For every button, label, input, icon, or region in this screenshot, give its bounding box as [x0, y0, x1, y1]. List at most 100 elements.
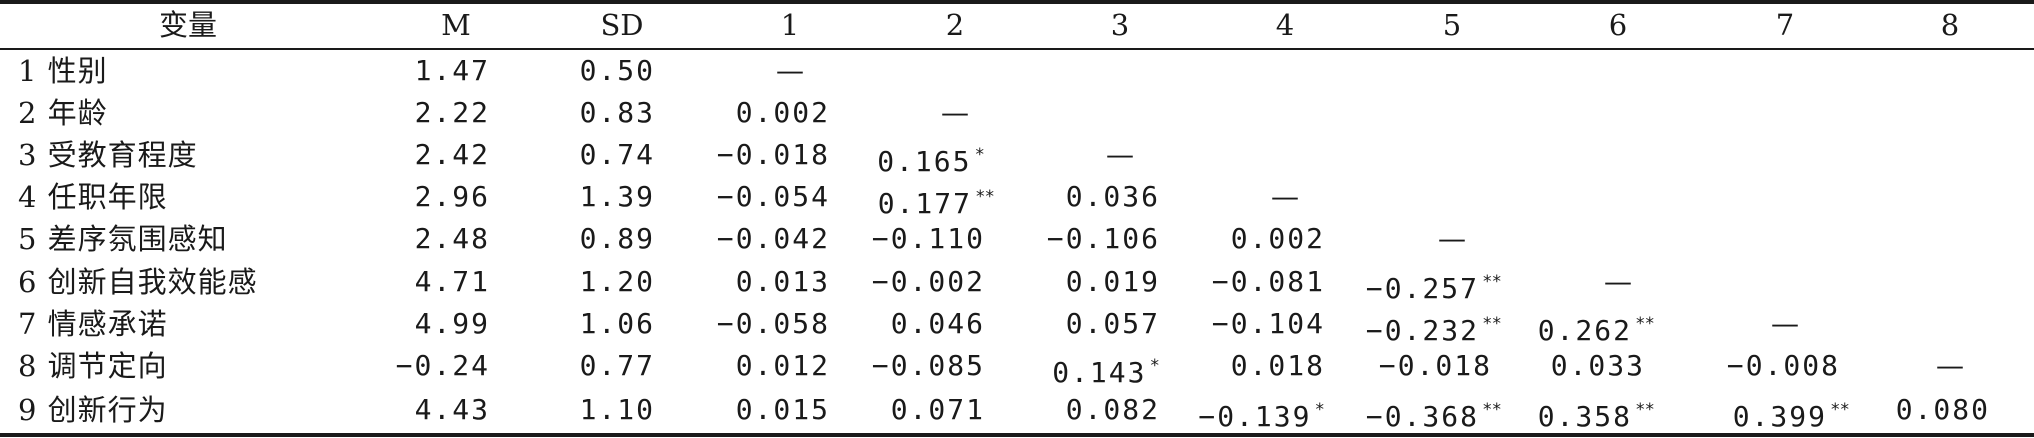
mean-cell: 4.43: [414, 393, 490, 426]
table-header-rule: [0, 48, 2034, 50]
correlation-value: 0.165: [877, 145, 972, 178]
table-row: 6 创新自我效能感 4.71 1.20 0.013 −0.002 0.019 −0.081 −…: [0, 261, 2034, 305]
row-label: 1 性别: [18, 54, 108, 88]
correlation-cell: 0.015: [736, 389, 830, 431]
correlation-cell: 0.036: [1066, 176, 1160, 218]
correlation-value: 0.057: [1065, 307, 1160, 340]
significance-marker: **: [1483, 314, 1502, 334]
correlation-value: −0.257: [1365, 272, 1479, 305]
row-label: 3 受教育程度: [18, 138, 198, 172]
correlation-cell: −0.085: [872, 345, 985, 387]
column-header: 4: [1275, 8, 1295, 42]
header-row: 变量 M SD 1 2 3 4 5 6 7 8: [0, 2, 2034, 44]
sd-cell: 1.10: [579, 393, 655, 426]
table-row: 1 性别 1.47 0.50 —: [0, 50, 2034, 92]
correlation-cell: −0.018: [717, 134, 830, 176]
correlation-cell: 0.165 *: [877, 134, 985, 178]
correlation-value: −0.081: [1211, 265, 1325, 298]
sd-cell: 0.74: [579, 138, 655, 171]
correlation-cell: 0.071: [891, 389, 985, 431]
column-header: SD: [600, 8, 644, 42]
table-row: 9 创新行为 4.43 1.10 0.015 0.071 0.082 −0.139 * −0.3…: [0, 389, 2034, 433]
diagonal-dash: —: [1936, 349, 1964, 382]
correlation-value: 0.046: [890, 307, 985, 340]
correlation-cell: −0.008: [1727, 345, 1840, 387]
table-row: 5 差序氛围感知 2.48 0.89 −0.042 −0.110 −0.106 0.002 —: [0, 218, 2034, 260]
row-label: 4 任职年限: [18, 180, 168, 214]
correlation-value: 0.082: [1065, 393, 1160, 426]
correlation-value: 0.262: [1537, 314, 1632, 347]
row-label: 8 调节定向: [18, 349, 168, 383]
correlation-cell: −0.106: [1047, 218, 1160, 260]
correlation-cell: −0.232 **: [1366, 303, 1502, 347]
correlation-cell: 0.002: [1231, 218, 1325, 260]
column-header: 1: [780, 8, 800, 42]
column-header: 5: [1442, 8, 1462, 42]
correlation-value: −0.368: [1365, 400, 1479, 433]
correlation-value: −0.008: [1726, 349, 1840, 382]
column-header: 3: [1110, 8, 1130, 42]
row-label: 6 创新自我效能感: [18, 265, 258, 299]
correlation-value: 0.012: [735, 349, 830, 382]
correlation-value: −0.002: [871, 265, 985, 298]
correlation-cell: 0.018: [1231, 345, 1325, 387]
row-label: 7 情感承诺: [18, 307, 168, 341]
table-row: 2 年龄 2.22 0.83 0.002 —: [0, 92, 2034, 134]
sd-cell: 1.20: [579, 265, 655, 298]
correlation-cell: 0.002: [736, 92, 830, 134]
sd-cell: 1.39: [579, 180, 655, 213]
correlation-value: 0.358: [1537, 400, 1632, 433]
significance-marker: **: [1636, 400, 1655, 420]
sd-cell: 0.50: [579, 54, 655, 87]
correlation-cell: 0.358 **: [1537, 389, 1655, 433]
correlation-value: 0.071: [890, 393, 985, 426]
correlation-cell: −0.018: [1379, 345, 1492, 387]
mean-cell: 2.42: [414, 138, 490, 171]
correlation-value: −0.018: [716, 138, 830, 171]
mean-cell: 4.71: [414, 265, 490, 298]
correlation-cell: 0.057: [1066, 303, 1160, 345]
mean-cell: 2.48: [414, 222, 490, 255]
correlation-value: −0.106: [1046, 222, 1160, 255]
column-header: 7: [1775, 8, 1795, 42]
diagonal-dash: —: [1106, 138, 1134, 171]
correlation-value: 0.018: [1230, 349, 1325, 382]
correlation-cell: −0.002: [872, 261, 985, 303]
correlation-value: −0.110: [871, 222, 985, 255]
correlation-value: 0.143: [1052, 356, 1147, 389]
correlation-value: 0.002: [735, 96, 830, 129]
correlation-cell: 0.012: [736, 345, 830, 387]
correlation-value: 0.002: [1230, 222, 1325, 255]
table-top-rule: [0, 0, 2034, 4]
sd-cell: 0.83: [579, 96, 655, 129]
table-bottom-rule: [0, 433, 2034, 437]
column-header: 8: [1940, 8, 1960, 42]
sd-cell: 0.89: [579, 222, 655, 255]
correlation-value: −0.018: [1378, 349, 1492, 382]
column-header: 2: [945, 8, 965, 42]
diagonal-dash: —: [1271, 180, 1299, 213]
correlation-cell: −0.081: [1212, 261, 1325, 303]
correlation-value: 0.036: [1065, 180, 1160, 213]
mean-cell: 1.47: [414, 54, 490, 87]
correlation-cell: 0.082: [1066, 389, 1160, 431]
correlation-cell: −0.042: [717, 218, 830, 260]
correlation-value: 0.399: [1732, 400, 1827, 433]
correlation-cell: −0.054: [717, 176, 830, 218]
correlation-cell: 0.262 **: [1537, 303, 1655, 347]
correlation-value: 0.013: [735, 265, 830, 298]
correlation-value: −0.104: [1211, 307, 1325, 340]
mean-cell: 2.96: [414, 180, 490, 213]
correlation-value: −0.085: [871, 349, 985, 382]
significance-marker: *: [975, 145, 985, 165]
correlation-value: −0.042: [716, 222, 830, 255]
significance-marker: *: [1150, 356, 1160, 376]
correlation-cell: −0.058: [717, 303, 830, 345]
correlation-cell: 0.046: [891, 303, 985, 345]
diagonal-dash: —: [1771, 307, 1799, 340]
correlation-cell: −0.368 **: [1365, 389, 1502, 433]
correlation-cell: 0.033: [1551, 345, 1645, 387]
row-label: 9 创新行为: [18, 393, 168, 427]
correlation-value: 0.080: [1895, 393, 1990, 426]
mean-cell: 2.22: [414, 96, 490, 129]
